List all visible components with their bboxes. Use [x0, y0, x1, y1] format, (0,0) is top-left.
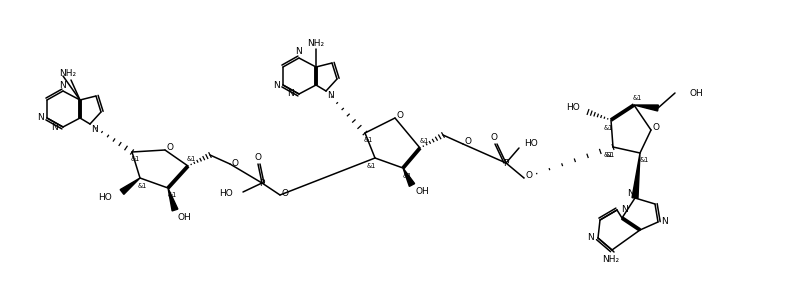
Text: NH₂: NH₂ — [602, 254, 619, 264]
Text: HO: HO — [566, 102, 580, 112]
Text: N: N — [588, 234, 594, 242]
Text: OH: OH — [178, 213, 192, 221]
Text: N: N — [621, 206, 627, 214]
Text: O: O — [652, 123, 659, 131]
Text: &1: &1 — [130, 156, 140, 162]
Text: N: N — [626, 188, 634, 198]
Text: OH: OH — [415, 188, 428, 196]
Text: OH: OH — [690, 88, 703, 98]
Text: O: O — [167, 142, 174, 152]
Text: HO: HO — [219, 189, 233, 199]
Text: O: O — [396, 110, 403, 120]
Text: N: N — [327, 92, 333, 101]
Text: &1: &1 — [363, 137, 373, 143]
Text: O: O — [255, 153, 262, 163]
Text: N: N — [52, 123, 58, 131]
Text: O: O — [232, 160, 238, 168]
Polygon shape — [120, 178, 140, 194]
Polygon shape — [632, 153, 640, 198]
Text: &1: &1 — [420, 138, 428, 144]
Text: P: P — [259, 178, 265, 188]
Text: O: O — [281, 188, 288, 198]
Text: HO: HO — [98, 192, 112, 202]
Text: O: O — [526, 171, 532, 181]
Text: &1: &1 — [138, 183, 147, 189]
Polygon shape — [403, 168, 415, 186]
Text: HO: HO — [524, 139, 538, 149]
Text: &1: &1 — [186, 156, 196, 162]
Text: O: O — [465, 138, 472, 146]
Text: N: N — [60, 81, 66, 89]
Text: &1: &1 — [605, 152, 615, 158]
Text: &1: &1 — [633, 95, 641, 101]
Text: &1: &1 — [167, 192, 177, 198]
Text: P: P — [503, 159, 509, 167]
Polygon shape — [168, 188, 178, 211]
Text: N: N — [662, 217, 668, 227]
Text: N: N — [37, 113, 43, 123]
Text: N: N — [273, 81, 279, 89]
Text: O: O — [490, 134, 498, 142]
Text: N: N — [288, 89, 295, 99]
Text: &1: &1 — [402, 173, 412, 179]
Text: &1: &1 — [366, 163, 376, 169]
Text: &1: &1 — [604, 125, 612, 131]
Text: NH₂: NH₂ — [307, 38, 325, 48]
Text: NH₂: NH₂ — [60, 69, 76, 77]
Text: &1: &1 — [604, 152, 612, 158]
Text: N: N — [296, 48, 303, 56]
Polygon shape — [634, 105, 659, 111]
Text: &1: &1 — [639, 157, 648, 163]
Text: N: N — [90, 124, 97, 134]
